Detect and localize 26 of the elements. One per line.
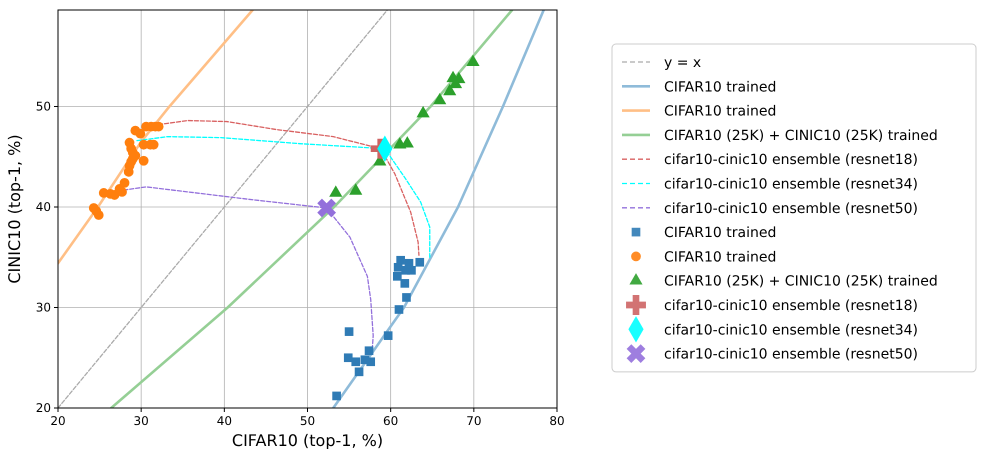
legend-label: CIFAR10 trained bbox=[664, 79, 776, 96]
legend-label: CIFAR10 trained bbox=[664, 249, 776, 266]
legend-label: cifar10-cinic10 ensemble (resnet18) bbox=[664, 152, 918, 168]
x-tick-label: 20 bbox=[50, 414, 66, 428]
x-tick-label: 30 bbox=[134, 414, 149, 428]
x-tick-label: 40 bbox=[216, 414, 232, 428]
legend-label: CIFAR10 trained bbox=[664, 104, 776, 120]
y-axis-title: CINIC10 (top-1, %) bbox=[5, 134, 24, 284]
legend-label: cifar10-cinic10 ensemble (resnet50) bbox=[664, 200, 918, 217]
legend-label: cifar10-cinic10 ensemble (resnet50) bbox=[664, 346, 918, 363]
legend-label: cifar10-cinic10 ensemble (resnet18) bbox=[664, 298, 918, 314]
y-tick-label: 20 bbox=[36, 401, 51, 415]
x-tick-label: 70 bbox=[466, 414, 482, 428]
legend-label: CIFAR10 (25K) + CINIC10 (25K) trained bbox=[664, 274, 938, 290]
legend-label: CIFAR10 trained bbox=[664, 225, 776, 242]
legend-label: cifar10-cinic10 ensemble (resnet34) bbox=[664, 176, 918, 192]
y-tick-label: 50 bbox=[36, 99, 51, 114]
x-tick-label: 80 bbox=[549, 414, 565, 428]
x-tick-label: 50 bbox=[300, 414, 316, 428]
legend-label: y = x bbox=[664, 55, 702, 71]
legend-label: cifar10-cinic10 ensemble (resnet34) bbox=[664, 322, 918, 338]
legend-label: CIFAR10 (25K) + CINIC10 (25K) trained bbox=[664, 128, 938, 144]
y-tick-label: 30 bbox=[36, 300, 51, 314]
x-tick-label: 60 bbox=[383, 414, 398, 428]
y-tick-label: 40 bbox=[36, 200, 51, 214]
x-axis-title: CIFAR10 (top-1, %) bbox=[232, 431, 384, 449]
